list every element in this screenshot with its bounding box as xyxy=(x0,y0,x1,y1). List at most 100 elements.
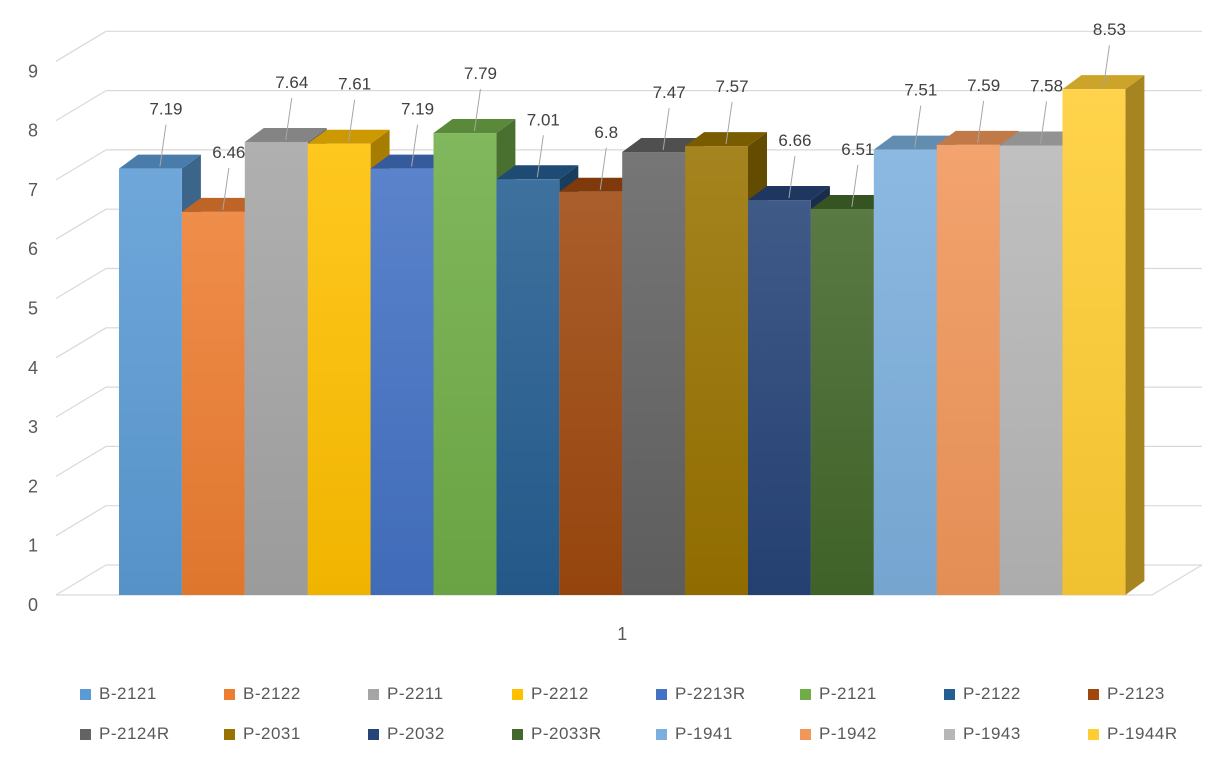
gridline-diagonal xyxy=(55,564,107,596)
data-label-group: 7.64 xyxy=(275,73,308,141)
data-label: 7.79 xyxy=(464,64,497,83)
legend-swatch xyxy=(800,688,811,700)
gridline-diagonal xyxy=(55,327,107,359)
data-label: 7.19 xyxy=(149,100,182,119)
legend-label: B-2121 xyxy=(99,684,157,703)
legend-item: P-2032 xyxy=(368,720,445,748)
legend-label: P-2123 xyxy=(1107,684,1165,703)
leader-line xyxy=(1102,45,1110,88)
legend-swatch xyxy=(224,728,235,740)
data-label-group: 6.46 xyxy=(212,143,245,210)
legend-item: P-2124R xyxy=(80,720,170,748)
legend-label: P-2212 xyxy=(531,684,589,703)
data-label-group: 7.19 xyxy=(149,100,182,167)
data-label-group: 6.66 xyxy=(778,131,811,199)
bar-top-face xyxy=(244,127,327,142)
legend-swatch xyxy=(368,728,379,740)
leader-line xyxy=(285,97,293,141)
legend-item: P-2033R xyxy=(512,720,602,748)
data-label: 7.58 xyxy=(1030,77,1063,96)
legend-label: B-2122 xyxy=(243,684,301,703)
y-tick-label: 1 xyxy=(28,536,38,556)
data-label: 7.57 xyxy=(716,77,749,96)
bar-front-face xyxy=(999,145,1063,596)
bar-top-face xyxy=(622,138,705,153)
data-label: 7.61 xyxy=(338,75,371,94)
legend-item: P-2031 xyxy=(224,720,301,748)
bar xyxy=(1062,75,1145,596)
legend-label: P-2032 xyxy=(387,724,445,743)
data-label-group: 8.53 xyxy=(1093,20,1126,88)
leader-line xyxy=(1040,101,1048,144)
bar-front-face xyxy=(810,208,874,595)
legend-item: P-1941 xyxy=(656,720,733,748)
bar-top-face xyxy=(936,130,1019,145)
bar-top-face xyxy=(433,119,516,134)
legend-label: P-2211 xyxy=(387,684,444,703)
legend-label: P-2031 xyxy=(243,724,301,743)
legend-swatch xyxy=(1088,728,1099,740)
data-label-group: 6.8 xyxy=(594,123,618,190)
legend-item: P-2211 xyxy=(368,680,444,708)
legend-swatch xyxy=(944,728,955,740)
x-tick-label: 1 xyxy=(617,624,627,644)
legend-label: P-1944R xyxy=(1107,724,1178,743)
legend: B-2121 B-2122 P-2211 P-2212 P-2213R P-2121 P-2… xyxy=(0,680,1227,760)
data-label-group: 7.01 xyxy=(527,110,560,178)
leader-line xyxy=(599,147,607,190)
legend-swatch xyxy=(512,728,523,740)
legend-label: P-1942 xyxy=(819,724,877,743)
legend-swatch xyxy=(368,688,379,700)
bar-top-face xyxy=(559,177,642,192)
bar-front-face xyxy=(244,141,308,595)
leader-line xyxy=(977,100,985,143)
data-label: 6.66 xyxy=(778,131,811,150)
data-label-group: 7.58 xyxy=(1030,77,1063,144)
bars xyxy=(119,75,1145,596)
data-label: 7.59 xyxy=(967,76,1000,95)
legend-label: P-1943 xyxy=(963,724,1021,743)
legend-swatch xyxy=(656,728,667,740)
data-label: 7.19 xyxy=(401,100,434,119)
leader-line xyxy=(914,105,922,148)
leader-line xyxy=(788,155,796,199)
bar-top-face xyxy=(810,194,893,209)
data-label-group: 7.47 xyxy=(653,83,686,151)
bar-front-face xyxy=(622,152,686,596)
legend-item: P-2123 xyxy=(1088,680,1165,708)
data-label-group: 7.57 xyxy=(716,77,749,145)
data-labels: 7.19 6.46 7.64 7.61 7.19 7.79 7.01 6.8 7.47 7.57 6… xyxy=(149,20,1126,210)
data-label: 7.01 xyxy=(527,110,560,129)
floor-edge-right xyxy=(1151,564,1203,596)
bar-front-face xyxy=(936,144,1000,595)
data-label-group: 7.51 xyxy=(904,81,937,148)
bar-top-face xyxy=(181,197,264,212)
bar-chart-3d: 0 1 2 3 4 5 6 7 8 9 7.19 6.46 7.64 7.61 7.19 7.79 7.01 6… xyxy=(28,20,1203,644)
data-label-group: 7.59 xyxy=(967,76,1000,143)
leader-line xyxy=(725,102,733,145)
y-tick-label: 4 xyxy=(28,358,38,378)
bar-front-face xyxy=(873,149,937,596)
legend-item: P-1943 xyxy=(944,720,1021,748)
legend-item: P-2213R xyxy=(656,680,746,708)
leader-line xyxy=(851,164,859,208)
legend-item: B-2121 xyxy=(80,680,157,708)
bar-front-face xyxy=(307,143,371,596)
bar-top-face xyxy=(496,165,579,180)
gridline-diagonal xyxy=(55,267,107,300)
legend-label: P-1941 xyxy=(675,724,733,743)
bar-top-face xyxy=(119,154,201,169)
data-label: 7.47 xyxy=(653,83,686,102)
gridline-diagonal xyxy=(55,386,107,418)
y-tick-label: 6 xyxy=(28,239,38,259)
y-axis-tick-labels: 0 1 2 3 4 5 6 7 8 9 xyxy=(28,61,38,615)
legend-label: P-2121 xyxy=(819,684,877,703)
legend-row: B-2121 B-2122 P-2211 P-2212 P-2213R P-2121 P-2… xyxy=(0,680,1227,720)
data-label: 8.53 xyxy=(1093,20,1126,39)
data-label: 6.51 xyxy=(841,140,874,159)
bar xyxy=(559,177,642,595)
legend-label: P-2124R xyxy=(99,724,170,743)
legend-row: P-2124R P-2031 P-2032 P-2033R P-1941 P-1942 P-… xyxy=(0,720,1227,760)
legend-item: P-2122 xyxy=(944,680,1021,708)
